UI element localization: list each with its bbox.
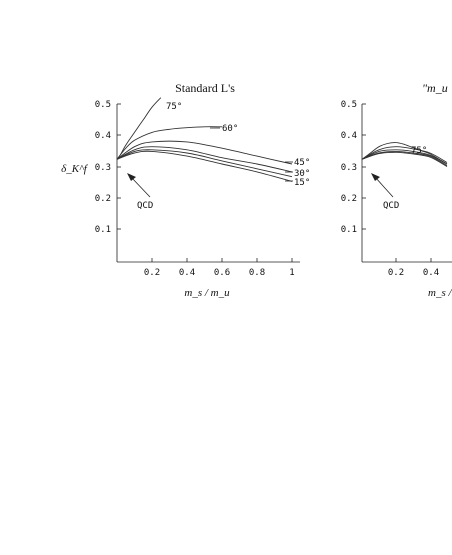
right-label-qcd: QCD (383, 201, 399, 211)
left-ytick-4: 0.1 (95, 225, 111, 235)
left-series-45 (116, 140, 293, 165)
right-panel: "m_u = 0.5 0.4 0.3 0.2 0.1 0.2 0.4 m_s /… (341, 81, 452, 299)
left-label-45: 45° (294, 158, 310, 168)
left-ytick-2: 0.3 (95, 163, 111, 173)
left-label-15: 15° (294, 178, 310, 188)
right-series-a (361, 146, 448, 163)
left-xtick-2: 0.6 (214, 268, 230, 278)
right-ytick-1: 0.4 (341, 131, 357, 141)
left-label-qcd: QCD (137, 201, 153, 211)
right-ytick-4: 0.1 (341, 225, 357, 235)
left-xtick-1: 0.4 (179, 268, 195, 278)
right-chart-title: "m_u = (422, 81, 452, 95)
left-chart-title: Standard L's (175, 81, 235, 95)
left-xtick-4: 1 (289, 268, 294, 278)
left-panel: Standard L's 0.5 0.4 0.3 0.2 0.1 0.2 0.4… (61, 81, 310, 299)
right-ytick-2: 0.3 (341, 163, 357, 173)
left-x-axis-label: m_s / m_u (184, 287, 230, 299)
left-ytick-0: 0.5 (95, 100, 111, 110)
left-xtick-0: 0.2 (144, 268, 160, 278)
left-label-60: 60° (222, 124, 238, 134)
left-series-60 (116, 126, 223, 160)
right-series-b (361, 149, 448, 165)
left-series-15 (116, 149, 293, 178)
left-label-75: 75° (166, 102, 182, 112)
right-xtick-0: 0.2 (388, 268, 404, 278)
right-label-75: 75° (411, 146, 427, 156)
left-series-30 (116, 146, 293, 173)
left-xtick-3: 0.8 (249, 268, 265, 278)
right-series-qcd (361, 151, 448, 167)
left-qcd-arrow-line (130, 176, 151, 198)
left-qcd-arrow-head (127, 173, 136, 181)
right-ytick-3: 0.2 (341, 194, 357, 204)
right-ytick-0: 0.5 (341, 100, 357, 110)
left-ytick-1: 0.4 (95, 131, 111, 141)
right-qcd-arrow-line (374, 176, 394, 198)
left-series-qcd (116, 150, 293, 182)
right-xtick-1: 0.4 (423, 268, 439, 278)
left-y-axis-label: δ_K^f (61, 163, 89, 175)
right-x-axis-label: m_s / r (428, 287, 452, 299)
left-ytick-3: 0.2 (95, 194, 111, 204)
right-series-c (361, 150, 448, 166)
left-label-30: 30° (294, 169, 310, 179)
right-qcd-arrow-head (371, 173, 380, 181)
